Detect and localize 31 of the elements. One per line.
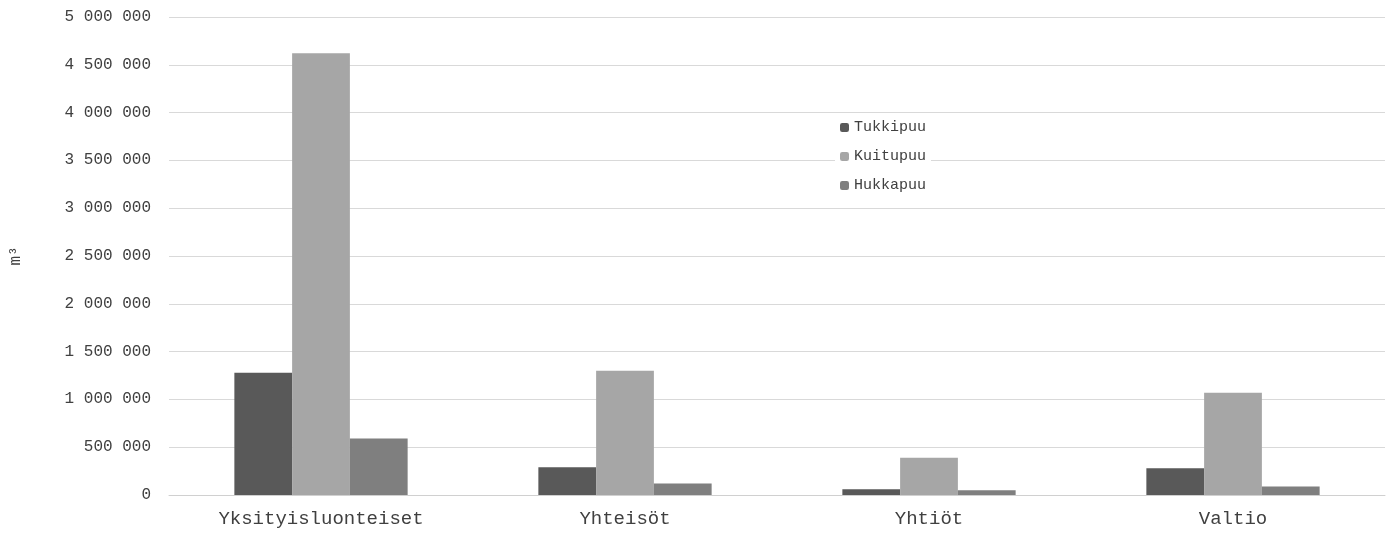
y-tick-label: 5 000 000 [64, 8, 151, 26]
legend-label: Kuitupuu [854, 148, 927, 165]
y-tick-label: 500 000 [83, 438, 151, 457]
x-tick-label: Yhtiöt [894, 507, 964, 530]
bar [596, 370, 654, 495]
bar [1146, 468, 1205, 495]
bar [842, 489, 901, 495]
y-tick-label: 4 500 000 [64, 55, 151, 74]
y-tick-label: 2 000 000 [64, 294, 151, 313]
legend-label: Hukkapuu [854, 177, 927, 194]
legend-label: Tukkipuu [854, 119, 927, 136]
y-tick-label: 4 000 000 [64, 103, 151, 122]
x-tick-label: Yhteisöt [579, 507, 671, 530]
y-tick-label: 1 500 000 [64, 342, 151, 361]
y-tick-label: 3 500 000 [64, 151, 151, 170]
x-tick-label: Yksityisluonteiset [218, 507, 424, 530]
bar [1204, 392, 1262, 495]
bar [538, 467, 597, 495]
y-tick-label: 3 000 000 [64, 199, 151, 218]
x-tick-label: Valtio [1198, 507, 1268, 530]
bar [292, 53, 350, 495]
bar [957, 490, 1016, 495]
bar [653, 483, 712, 495]
bar [234, 372, 293, 495]
y-axis-title: m³ [7, 246, 25, 266]
y-tick-label: 0 [141, 486, 151, 504]
y-tick-label: 1 000 000 [64, 390, 151, 409]
bar [349, 438, 408, 495]
bar [1261, 486, 1320, 495]
bar [900, 457, 958, 495]
y-tick-label: 2 500 000 [64, 247, 151, 265]
